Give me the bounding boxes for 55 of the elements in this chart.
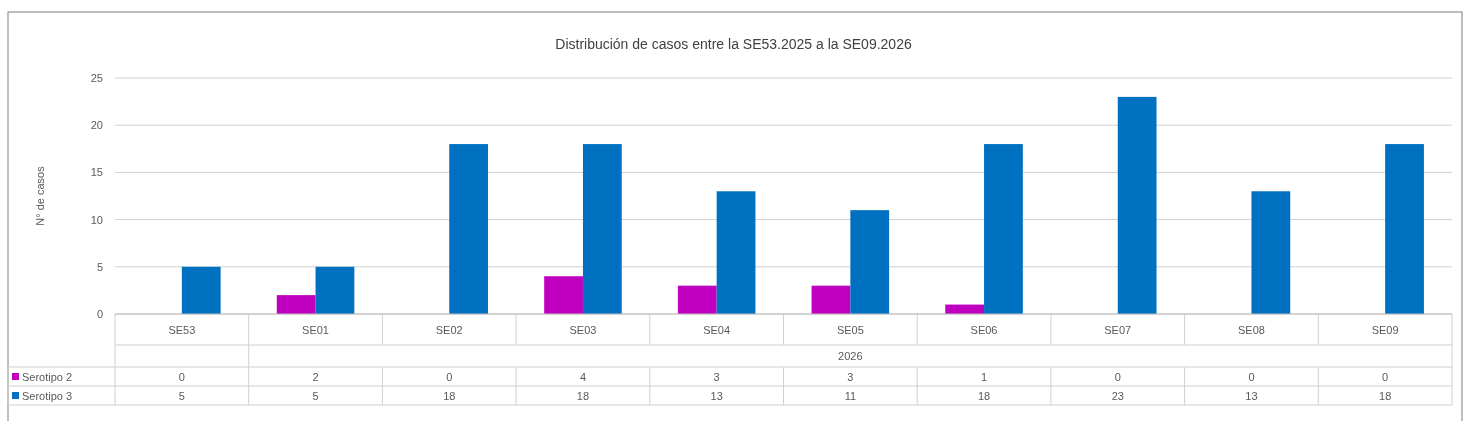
bar bbox=[449, 144, 489, 314]
x-tick-label: SE05 bbox=[836, 324, 864, 336]
data-label: 2 bbox=[312, 371, 319, 383]
data-label: 0 bbox=[1382, 371, 1389, 383]
legend-label: Serotipo 3 bbox=[22, 390, 73, 402]
data-label: 18 bbox=[443, 390, 456, 402]
bar bbox=[315, 266, 355, 314]
y-tick-label: 25 bbox=[90, 72, 103, 84]
bar bbox=[276, 295, 316, 314]
text: 2026 bbox=[838, 350, 863, 362]
bar bbox=[544, 276, 583, 314]
chart-title: Distribución de casos entre la SE53.2025 a la SE09.2026 bbox=[555, 36, 912, 52]
bar bbox=[1251, 191, 1291, 314]
data-label: 0 bbox=[1114, 371, 1121, 383]
bar bbox=[181, 266, 221, 314]
y-axis-title: N° de casos bbox=[34, 165, 46, 226]
legend-label: Serotipo 2 bbox=[22, 371, 73, 383]
x-tick-label: SE07 bbox=[1104, 324, 1132, 336]
bar bbox=[1385, 144, 1424, 314]
data-label: 0 bbox=[178, 371, 185, 383]
data-label: 23 bbox=[1111, 390, 1124, 402]
x-tick-label: SE03 bbox=[569, 324, 597, 336]
data-label: 0 bbox=[446, 371, 453, 383]
data-label: 0 bbox=[1248, 371, 1255, 383]
y-tick-label: 10 bbox=[90, 213, 103, 226]
bar bbox=[984, 144, 1023, 314]
y-tick-label: 15 bbox=[90, 166, 103, 179]
data-label: 13 bbox=[1245, 390, 1258, 402]
data-label: 13 bbox=[710, 390, 723, 402]
bar bbox=[677, 285, 717, 314]
bar bbox=[811, 285, 851, 314]
data-label: 5 bbox=[312, 390, 319, 402]
data-label: 18 bbox=[576, 390, 590, 402]
data-label: 18 bbox=[1379, 390, 1392, 402]
x-tick-label: SE53 bbox=[168, 324, 196, 336]
data-label: 11 bbox=[844, 390, 857, 402]
x-tick-label: SE08 bbox=[1237, 324, 1265, 336]
x-tick-label: SE09 bbox=[1371, 324, 1399, 336]
x-tick-label: SE06 bbox=[970, 324, 998, 336]
y-tick-label: 0 bbox=[96, 308, 103, 320]
data-label: 1 bbox=[980, 371, 988, 383]
bar bbox=[716, 191, 756, 314]
bar bbox=[850, 210, 890, 314]
bar bbox=[1117, 96, 1157, 314]
x-tick-label: SE04 bbox=[703, 324, 731, 336]
data-label: 18 bbox=[977, 390, 991, 402]
y-tick-label: 5 bbox=[96, 260, 103, 273]
y-tick-label: 20 bbox=[90, 119, 103, 132]
x-tick-label: SE01 bbox=[302, 324, 330, 336]
bar bbox=[582, 144, 622, 314]
data-label: 3 bbox=[713, 371, 720, 383]
x-tick-label: SE02 bbox=[435, 324, 463, 336]
data-label: 3 bbox=[847, 371, 854, 383]
data-label: 5 bbox=[178, 390, 185, 402]
data-label: 4 bbox=[579, 371, 587, 383]
